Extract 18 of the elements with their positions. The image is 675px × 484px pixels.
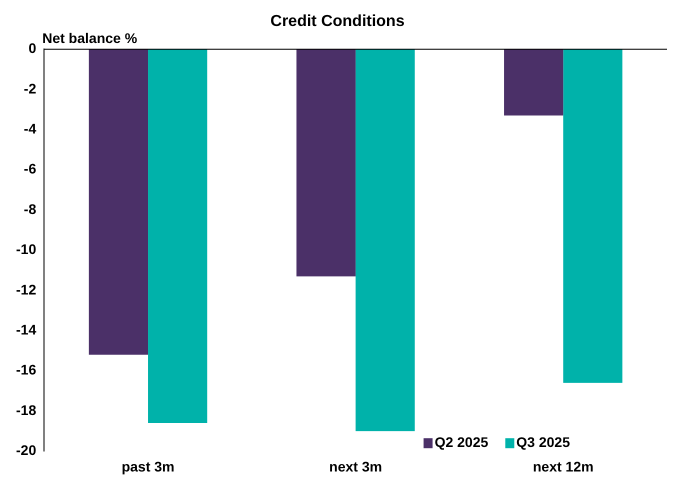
x-tick-label: next 3m — [329, 458, 382, 474]
y-tick-label: -10 — [16, 241, 36, 258]
x-tick-label: next 12m — [532, 458, 594, 474]
y-tick-label: 0 — [28, 40, 36, 56]
chart-title: Credit Conditions — [270, 13, 405, 30]
legend-label: Q2 2025 — [434, 434, 489, 450]
y-tick-label: -18 — [16, 402, 36, 418]
y-tick-label: -12 — [16, 281, 36, 298]
legend-label: Q3 2025 — [516, 434, 570, 450]
y-axis-title: Net balance % — [42, 30, 138, 46]
y-tick-label: -16 — [16, 362, 36, 378]
y-tick-label: -6 — [24, 160, 36, 177]
y-tick-label: -2 — [24, 80, 36, 96]
y-tick-label: -4 — [24, 120, 36, 136]
y-tick-label: -14 — [16, 321, 36, 338]
x-tick-label: past 3m — [122, 458, 174, 474]
y-tick-label: -20 — [16, 442, 36, 458]
y-tick-label: -8 — [24, 200, 36, 217]
